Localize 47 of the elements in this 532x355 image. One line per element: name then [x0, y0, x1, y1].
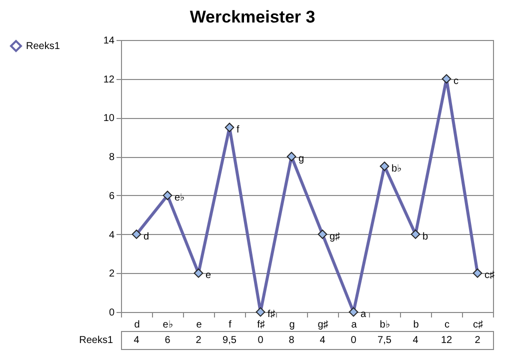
x-tick-label: b♭ [380, 320, 390, 330]
y-tick-label: 14 [103, 36, 115, 46]
x-tick-label: f [228, 320, 232, 330]
annotation: g [298, 154, 304, 165]
annotation: d [144, 231, 150, 242]
annotation: f♯ [268, 309, 276, 320]
y-tick-label: 6 [108, 190, 115, 202]
data-label: 4 [320, 335, 326, 346]
annotation: g♯ [330, 231, 340, 242]
annotation: c [454, 76, 458, 87]
x-tick-label: f♯ [257, 320, 265, 330]
annotation: e♭ [174, 192, 186, 204]
annotation: b♭ [392, 163, 402, 174]
annotation: a [360, 309, 366, 320]
x-tick-label: e♭ [162, 320, 174, 330]
y-tick-label: 8 [108, 152, 115, 164]
y-tick-label: 0 [108, 308, 115, 318]
chart-title: Werckmeister 3 [190, 8, 316, 26]
annotation: b [422, 231, 428, 242]
data-label: 7,5 [378, 335, 392, 346]
annotation: c♯ [484, 270, 494, 282]
data-label: 12 [440, 335, 452, 346]
data-label: 0 [350, 335, 357, 346]
data-label: 4 [412, 335, 419, 346]
x-tick-label: g♯ [318, 320, 328, 330]
data-label: 8 [288, 335, 295, 346]
data-label: 9,5 [222, 335, 237, 346]
annotation: f [236, 124, 240, 136]
annotation: e [206, 270, 212, 282]
x-tick-label: d [134, 320, 140, 330]
x-tick-label: c [444, 320, 450, 330]
data-label: 2 [196, 335, 202, 346]
y-tick-label: 12 [103, 74, 115, 86]
y-tick-label: 2 [108, 268, 115, 280]
x-tick-label: b [413, 320, 420, 330]
data-label: 2 [474, 335, 481, 346]
data-label: 4 [134, 335, 140, 346]
x-tick-label: g [289, 320, 295, 330]
x-tick-label: e [196, 320, 202, 330]
x-tick-label: c♯ [473, 320, 483, 330]
legend-label: Reeks1 [26, 41, 60, 52]
x-tick-label: a [351, 320, 358, 330]
y-tick-label: 4 [108, 230, 115, 241]
y-tick-label: 10 [103, 113, 115, 124]
text: Reeks1 [79, 335, 113, 346]
data-label: 0 [258, 335, 264, 346]
data-label: 6 [164, 335, 171, 346]
